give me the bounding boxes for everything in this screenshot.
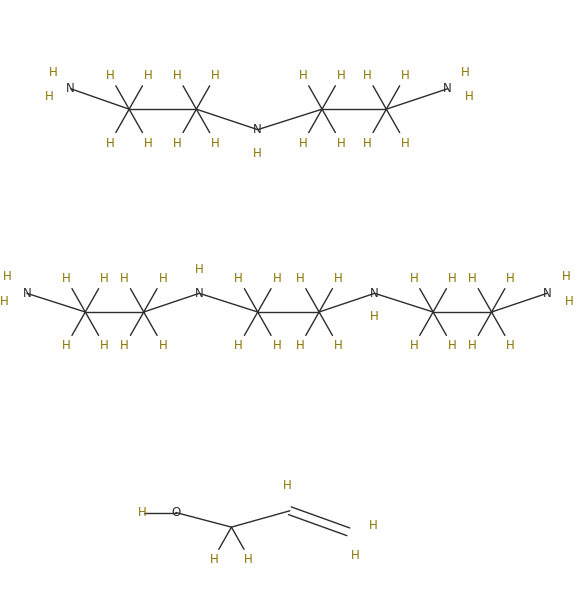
Text: H: H <box>369 520 377 533</box>
Text: H: H <box>465 90 473 104</box>
Text: H: H <box>245 553 253 566</box>
Text: H: H <box>401 69 410 82</box>
Text: H: H <box>296 271 305 285</box>
Text: H: H <box>363 69 372 82</box>
Text: H: H <box>144 137 153 149</box>
Text: H: H <box>62 339 71 353</box>
Text: H: H <box>337 137 346 149</box>
Text: N: N <box>22 287 31 300</box>
Text: H: H <box>210 553 219 566</box>
Text: H: H <box>370 310 379 323</box>
Text: H: H <box>3 270 12 284</box>
Text: H: H <box>299 69 308 82</box>
Text: N: N <box>195 287 203 300</box>
Text: H: H <box>144 69 153 82</box>
Text: H: H <box>120 271 129 285</box>
Text: H: H <box>337 69 346 82</box>
Text: H: H <box>211 137 220 149</box>
Text: N: N <box>253 123 262 136</box>
Text: H: H <box>468 271 477 285</box>
Text: H: H <box>195 264 203 276</box>
Text: H: H <box>120 339 129 353</box>
Text: H: H <box>506 339 515 353</box>
Text: N: N <box>66 82 75 95</box>
Text: H: H <box>159 271 168 285</box>
Text: H: H <box>234 339 243 353</box>
Text: H: H <box>410 339 418 353</box>
Text: H: H <box>234 271 243 285</box>
Text: H: H <box>448 339 457 353</box>
Text: H: H <box>461 66 470 79</box>
Text: H: H <box>506 271 515 285</box>
Text: H: H <box>106 69 114 82</box>
Text: H: H <box>100 271 109 285</box>
Text: N: N <box>443 82 452 95</box>
Text: H: H <box>106 137 114 149</box>
Text: H: H <box>448 271 457 285</box>
Text: H: H <box>0 295 9 308</box>
Text: H: H <box>562 270 571 284</box>
Text: H: H <box>272 271 281 285</box>
Text: H: H <box>468 339 477 353</box>
Text: H: H <box>173 69 182 82</box>
Text: H: H <box>49 66 58 79</box>
Text: H: H <box>351 548 360 562</box>
Text: H: H <box>401 137 410 149</box>
Text: H: H <box>272 339 281 353</box>
Text: H: H <box>363 137 372 149</box>
Text: H: H <box>299 137 308 149</box>
Text: H: H <box>334 339 343 353</box>
Text: H: H <box>159 339 168 353</box>
Text: H: H <box>138 506 146 519</box>
Text: H: H <box>173 137 182 149</box>
Text: H: H <box>283 478 291 492</box>
Text: H: H <box>62 271 71 285</box>
Text: N: N <box>370 287 379 300</box>
Text: H: H <box>334 271 343 285</box>
Text: H: H <box>296 339 305 353</box>
Text: H: H <box>410 271 418 285</box>
Text: H: H <box>211 69 220 82</box>
Text: H: H <box>253 146 262 160</box>
Text: H: H <box>565 295 574 308</box>
Text: N: N <box>543 287 552 300</box>
Text: H: H <box>45 90 54 104</box>
Text: O: O <box>171 506 181 519</box>
Text: H: H <box>100 339 109 353</box>
